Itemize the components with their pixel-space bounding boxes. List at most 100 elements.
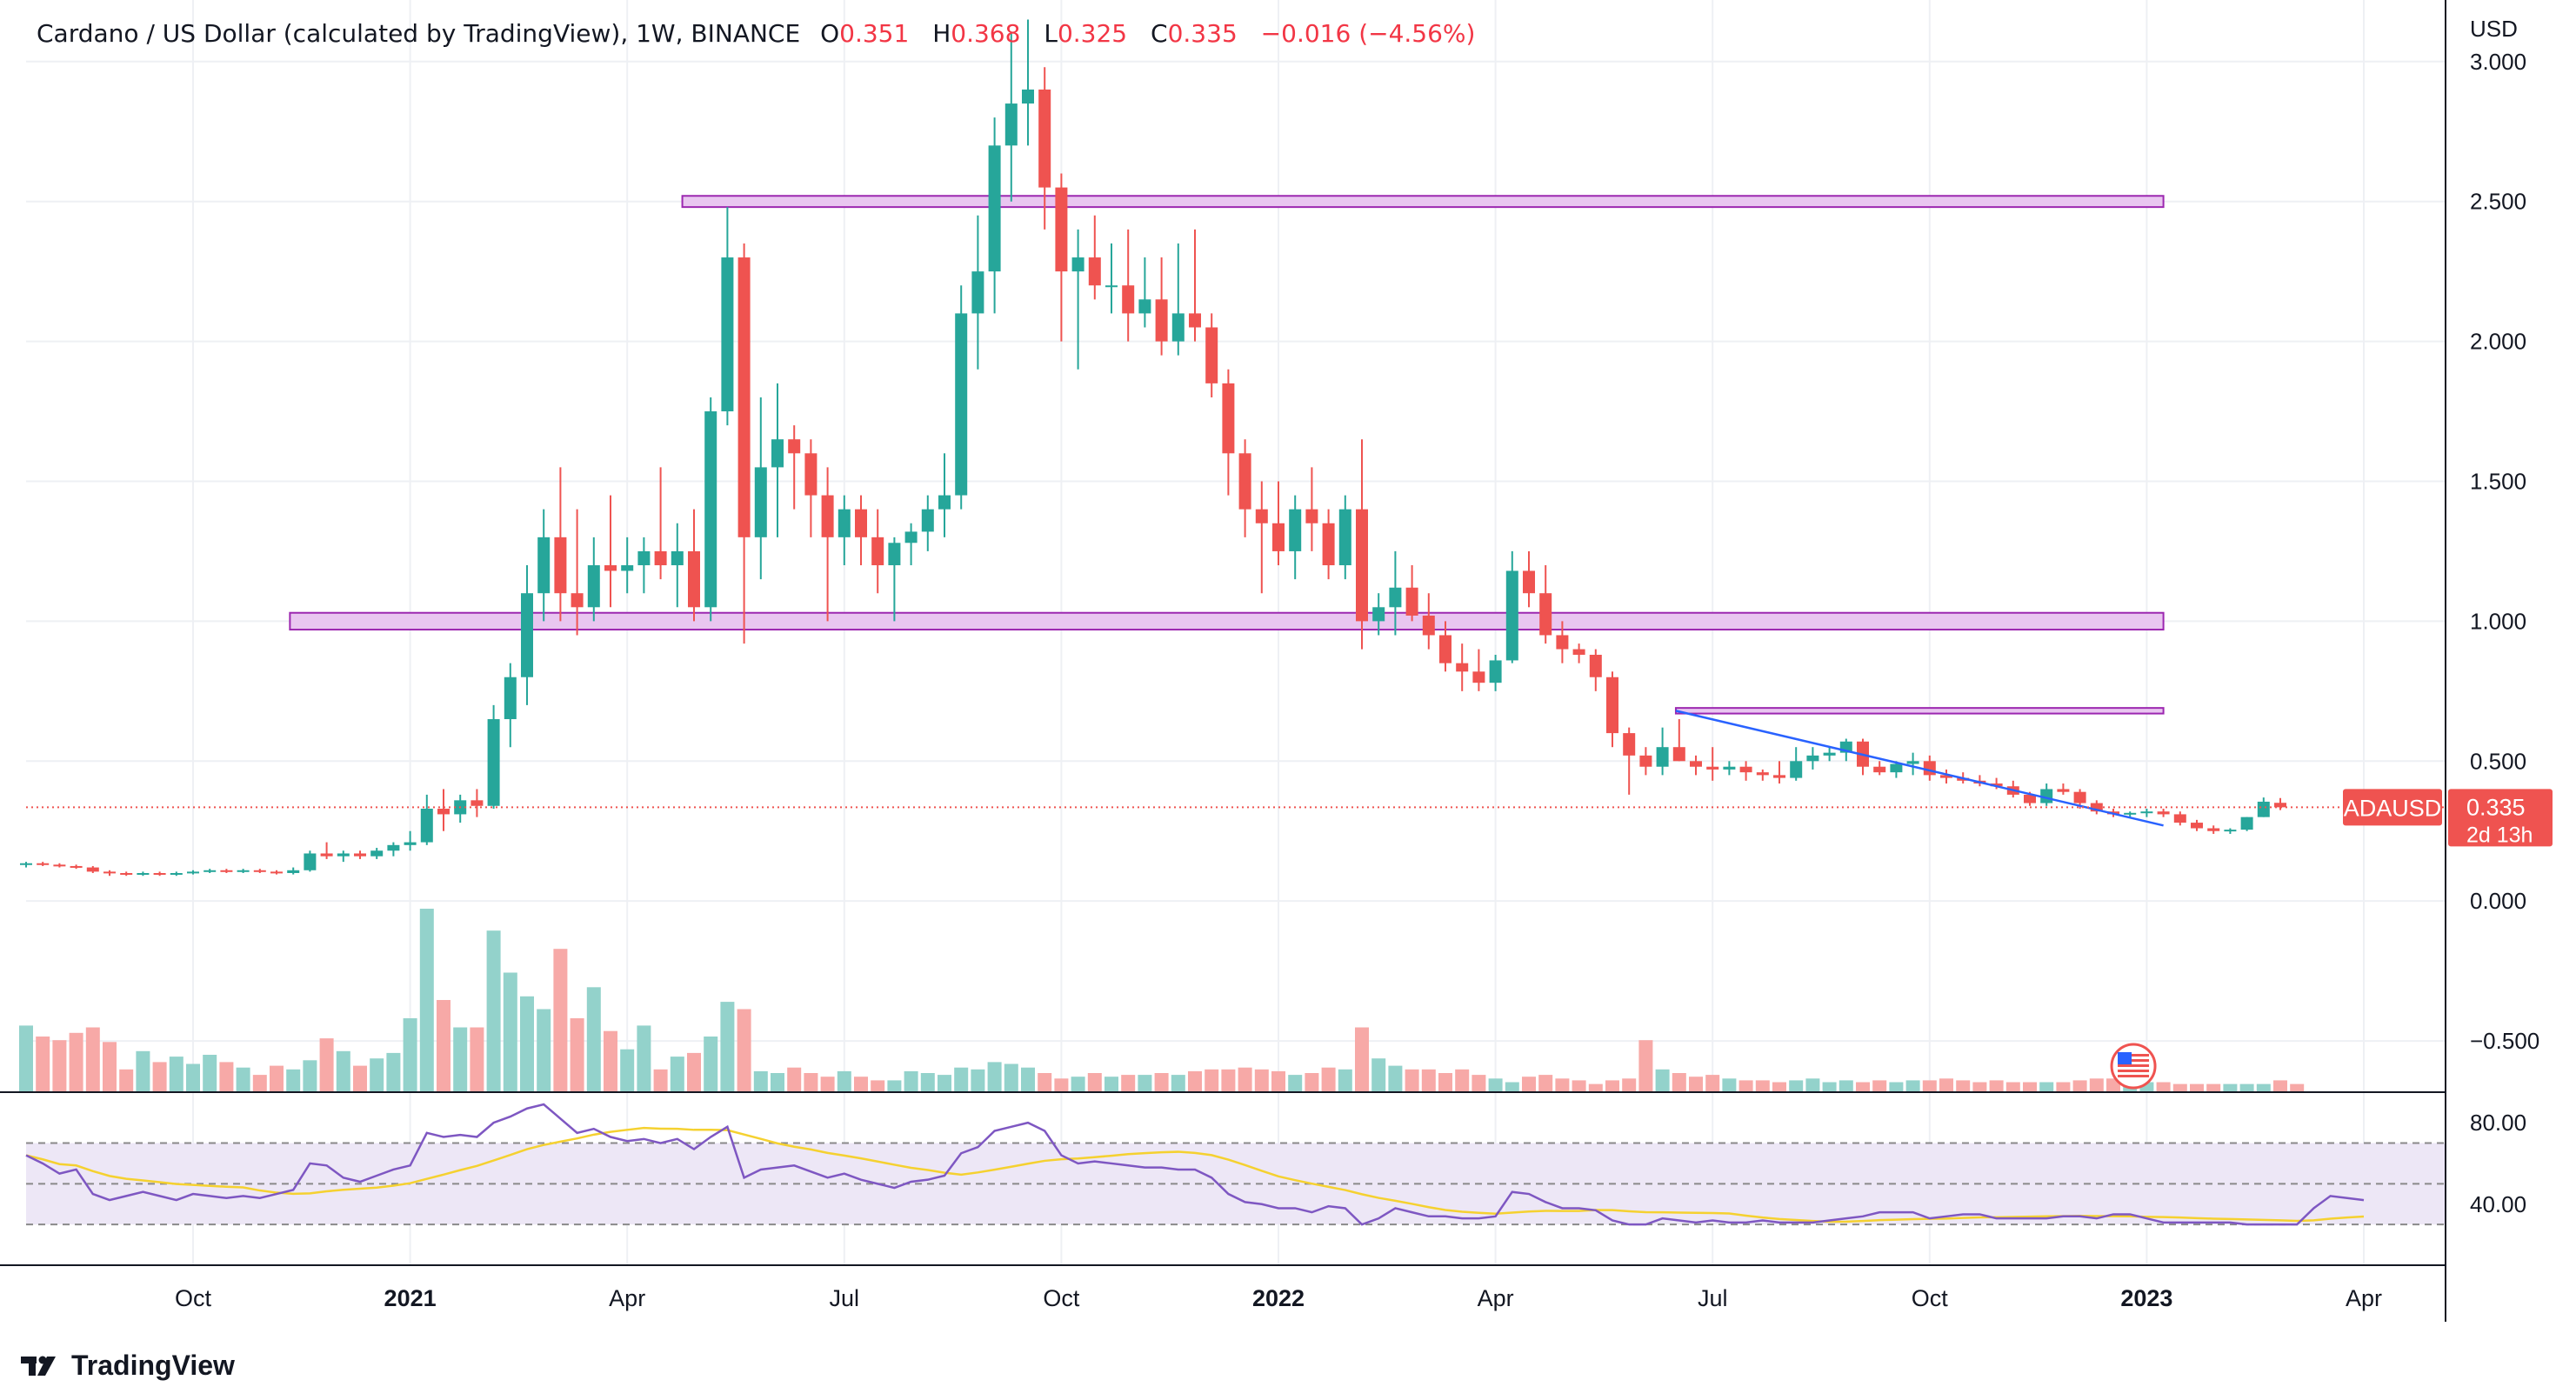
candle-body <box>871 537 884 566</box>
volume-bar <box>1421 1069 1436 1091</box>
candle-body <box>37 863 50 865</box>
volume-bar <box>871 1080 885 1091</box>
candle-body <box>2257 801 2270 817</box>
volume-bar <box>2072 1080 2087 1091</box>
candle-body <box>220 870 233 872</box>
candle-body <box>2207 828 2220 831</box>
candle-body <box>688 550 700 608</box>
candle-body <box>337 853 350 857</box>
candle-body <box>253 870 266 872</box>
volume-bar <box>1822 1082 1837 1091</box>
volume-bar <box>1555 1078 1570 1091</box>
candle-body <box>1004 103 1018 146</box>
candle-body <box>654 550 667 566</box>
price-zone <box>1674 707 2165 715</box>
flag-stripe <box>2118 1070 2150 1072</box>
volume-bar <box>1872 1080 1887 1091</box>
volume-bar <box>2206 1083 2221 1091</box>
volume-bar <box>152 1062 167 1091</box>
candle-body <box>1372 607 1385 622</box>
volume-bar <box>570 1018 584 1091</box>
volume-bar <box>1321 1067 1336 1091</box>
symbol-legend: Cardano / US Dollar (calculated by Tradi… <box>37 19 1475 48</box>
volume-bar <box>1104 1077 1118 1091</box>
candle-body <box>2140 811 2153 814</box>
x-tick-label: Apr <box>2346 1285 2382 1311</box>
volume-bar <box>553 949 568 1091</box>
tradingview-logo-icon <box>21 1356 56 1376</box>
volume-bar <box>820 1077 835 1091</box>
ticker-tag-label: ADAUSD <box>2344 795 2442 821</box>
candle-body <box>1539 593 1552 636</box>
candle-body <box>1556 635 1569 650</box>
candle-body <box>320 853 333 857</box>
volume-bar <box>586 987 601 1091</box>
volume-bar <box>1738 1080 1753 1091</box>
candle-body <box>1205 327 1218 383</box>
volume-bar <box>1856 1082 1870 1091</box>
trend-line <box>1675 710 2164 827</box>
volume-bar <box>920 1073 935 1091</box>
y-tick-label: 2.500 <box>2470 189 2526 215</box>
candle-body <box>1739 766 1752 773</box>
volume-bar <box>1004 1063 1018 1091</box>
x-tick-label: Oct <box>1043 1285 1080 1311</box>
flag-stripe <box>2118 1064 2150 1067</box>
candle-body <box>554 537 567 594</box>
support-resistance-zones <box>289 195 2165 715</box>
volume-bar <box>753 1070 768 1091</box>
candle-body <box>304 853 317 870</box>
flag-stripe <box>2118 1075 2150 1077</box>
volume-bar <box>1505 1082 1519 1091</box>
y-tick-label: 3.000 <box>2470 49 2526 75</box>
volume-bar <box>370 1058 384 1091</box>
candle-body <box>2073 791 2086 803</box>
volume-bar <box>2190 1083 2204 1091</box>
volume-bar <box>1054 1078 1069 1091</box>
volume-bar <box>236 1067 250 1091</box>
tradingview-logo[interactable]: TradingView <box>21 1350 235 1382</box>
volume-bar <box>453 1027 468 1091</box>
candle-body <box>270 871 283 874</box>
candle-body <box>888 543 901 566</box>
volume-bar <box>1705 1075 1720 1091</box>
candle-body <box>704 411 717 608</box>
y-tick-label: 0.000 <box>2470 888 2526 914</box>
volume-bar <box>203 1055 217 1091</box>
volume-bar <box>604 1030 617 1091</box>
axes: 3.000 2.500 2.000 1.500 1.000 0.500 0.000 −0.50… <box>0 0 2539 1322</box>
volume-bar <box>2056 1082 2071 1091</box>
brand-name: TradingView <box>71 1350 235 1381</box>
candle-body <box>2173 814 2186 823</box>
volume-bar <box>319 1038 334 1091</box>
flag-stripe <box>2118 1054 2150 1057</box>
price-zone <box>681 195 2165 209</box>
symbol-title[interactable]: Cardano / US Dollar (calculated by Tradi… <box>37 19 801 48</box>
y-tick-label: 2.000 <box>2470 329 2526 355</box>
candle-body <box>2090 803 2103 812</box>
candle-body <box>1356 509 1368 622</box>
price-tag <box>2448 789 2553 847</box>
low-label: L <box>1044 19 1058 48</box>
candle-body <box>487 719 500 806</box>
candle-body <box>387 844 400 851</box>
candle-body <box>404 842 417 845</box>
volume-bar <box>286 1069 301 1091</box>
volume-bar <box>737 1009 751 1091</box>
volume-bar <box>670 1057 684 1091</box>
rsi-pane <box>0 1091 2446 1226</box>
rsi-tick-label: 40.00 <box>2470 1191 2526 1217</box>
candle-body <box>1338 509 1351 566</box>
candle-body <box>1890 763 1903 773</box>
volume-bar <box>1889 1082 1904 1091</box>
candle-body <box>2024 794 2036 803</box>
ticker-tag <box>2343 789 2442 826</box>
x-tick-label: 2022 <box>1252 1285 1305 1311</box>
candle-body <box>771 439 784 468</box>
volume-bar <box>2239 1083 2254 1091</box>
candle-body <box>2124 812 2137 815</box>
candle-body <box>2157 811 2170 815</box>
volume-bar <box>537 1009 551 1091</box>
volume-bar <box>270 1065 284 1091</box>
